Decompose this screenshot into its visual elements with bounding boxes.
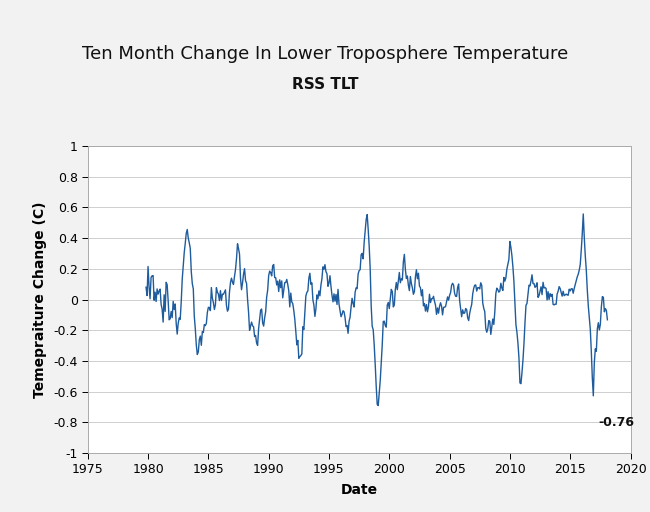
Text: RSS TLT: RSS TLT <box>292 77 358 92</box>
Y-axis label: Temepraiture Change (C): Temepraiture Change (C) <box>32 201 47 398</box>
Text: Ten Month Change In Lower Troposphere Temperature: Ten Month Change In Lower Troposphere Te… <box>82 45 568 63</box>
Text: -0.76: -0.76 <box>598 416 634 429</box>
X-axis label: Date: Date <box>341 483 378 497</box>
